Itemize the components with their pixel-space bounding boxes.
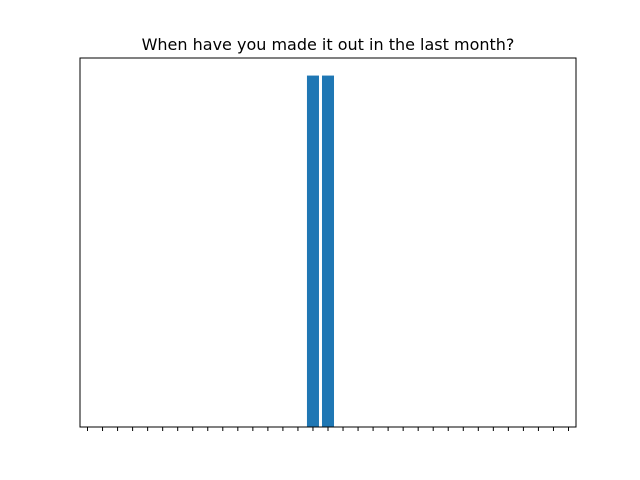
bars-group [306, 75, 335, 428]
x-ticks-group [87, 427, 569, 431]
bar-15 [306, 75, 319, 428]
bar-16 [321, 75, 335, 428]
plot-frame [79, 57, 577, 428]
chart-title: When have you made it out in the last mo… [142, 35, 515, 54]
